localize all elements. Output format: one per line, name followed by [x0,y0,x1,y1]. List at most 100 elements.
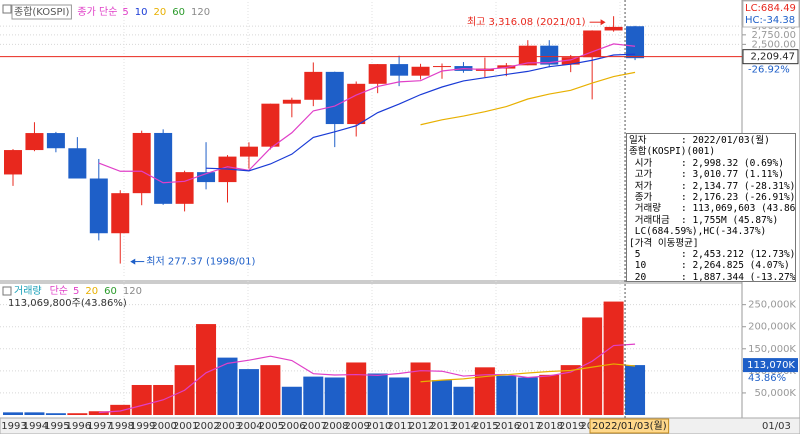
candle-body [304,71,323,100]
legend-item: 120 [123,286,142,297]
candle-body [583,30,602,58]
candle-body [411,66,430,76]
x-tick-label: 2003 [216,421,241,432]
candle-body [561,57,580,65]
x-tick-label: 2012 [409,421,434,432]
tooltip-label: 종합(KOSPI)(001) [629,146,716,158]
candle-body [540,45,559,65]
tooltip-label: 저가 [629,180,653,192]
ma-line [420,71,636,126]
marker-change: -26.92% [748,65,790,76]
volume-bar [560,365,581,415]
y-tick-label: 2,750.00 [751,30,796,41]
y-tick-label: 150,000K [748,344,796,355]
tooltip-label: 5 [629,249,641,261]
tooltip-row: 종합(KOSPI)(001) [629,146,793,157]
volume-bar [625,365,646,415]
volume-bar [582,317,603,415]
volume-bar [474,367,495,415]
crosshair-label: 2022/01/03(월) [592,420,667,432]
x-tick-label: 2008 [323,421,348,432]
candle-body [325,71,344,125]
tooltip-label: 종가 [629,192,653,204]
candle-body [282,99,301,104]
candle-body [4,150,22,175]
lc-hc-box [742,0,800,28]
volume-bar [389,377,410,415]
ma-line [420,363,636,383]
tooltip-row: 거래대금: 1,755M (45.87%) [629,215,793,226]
tooltip-label: LC(684.59%),HC(-34.37%) [629,226,767,238]
tooltip-value: : 2,998.32 (0.69%) [681,157,784,169]
volume-bar [346,362,367,415]
candle-body [132,132,151,194]
candle-body [197,172,216,183]
tooltip-value: : 113,069,603 (43.86%) [681,203,796,215]
ma-line [98,43,636,184]
x-tick-label: 2004 [237,421,262,432]
annotation-high: 최고 3,316.08 (2021/01) [467,16,586,28]
tooltip-row: 10 : 2,264.825 (4.07%) [629,260,793,271]
tooltip-value: : 2,134.77 (-28.31%) [681,180,796,192]
tooltip-label: 거래대금 [629,214,670,226]
candle-body [626,26,645,59]
x-tick-label: 1998 [109,421,134,432]
x-tick-label: 2019 [559,421,584,432]
tooltip-row: [가격 이동평균] [629,238,793,249]
volume-bar [260,365,281,415]
x-tick-label: 1994 [23,421,48,432]
x-tick-label: 2015 [473,421,498,432]
volume-bar [517,377,538,415]
title-box [11,4,72,20]
x-tick-label: 2016 [495,421,520,432]
candle-body [368,64,387,84]
legend-method: 종가 단순 [77,6,117,18]
tooltip-value: : 2,264.825 (4.07%) [681,260,790,272]
tooltip-row: 고가: 3,010.77 (1.11%) [629,169,793,180]
panel-checkbox[interactable] [2,4,12,14]
volume-bar [281,386,302,415]
x-tick-label: 1999 [130,421,155,432]
x-tick-label: 1993 [1,421,26,432]
volume-bar [88,411,109,415]
x-tick-label: 2001 [173,421,198,432]
x-tick-label: 2014 [452,421,477,432]
x-tick-label: 2010 [366,421,391,432]
tooltip-row: 5 : 2,453.212 (12.73%) [629,249,796,261]
tooltip-row: LC(684.59%),HC(-34.37%) [629,226,793,237]
volume-bar [496,375,517,415]
tooltip-label: 10 [629,260,647,272]
volume-bar [539,374,560,415]
panel-title: 거래량 [14,285,42,297]
tooltip-value: : 2,176.23 (-26.91%) [681,192,796,204]
x-tick-label: 1995 [44,421,69,432]
tooltip-row: 종가 : 2,176.23 (-26.91%) [629,192,796,204]
candle-body [46,133,65,149]
annotation-arrowhead [600,19,606,26]
tooltip-value: : 2,453.212 (12.73%) [681,249,796,261]
legend-item: 120 [191,7,210,18]
tooltip-label: 20 [629,271,647,282]
y-tick-label: 50,000K [754,388,796,399]
volume-bar [603,301,624,415]
volume-bar [131,384,152,415]
volume-bar [196,324,217,415]
panel-checkbox[interactable] [2,286,12,296]
candle-body [604,26,623,31]
candle-body [347,83,366,125]
info-tooltip: 일자: 2022/01/03(월) 종합(KOSPI)(001) 시가: 2,99… [626,133,796,282]
x-tick-label: 2002 [194,421,219,432]
volume-bar [67,413,88,415]
candle-body [239,146,258,157]
tooltip-row: 20: 1,887.344 (-13.27%) [629,271,795,282]
legend-item: 60 [104,286,117,297]
volume-bar [303,376,324,415]
volume-bar [367,373,388,415]
tooltip-label: 고가 [629,169,653,181]
tooltip-row: 일자: 2022/01/03(월) [629,135,793,146]
annotation-arrowhead [130,258,136,265]
y-tick-label: 250,000K [748,300,796,311]
x-tick-label: 2005 [259,421,284,432]
candle-body [390,64,409,76]
